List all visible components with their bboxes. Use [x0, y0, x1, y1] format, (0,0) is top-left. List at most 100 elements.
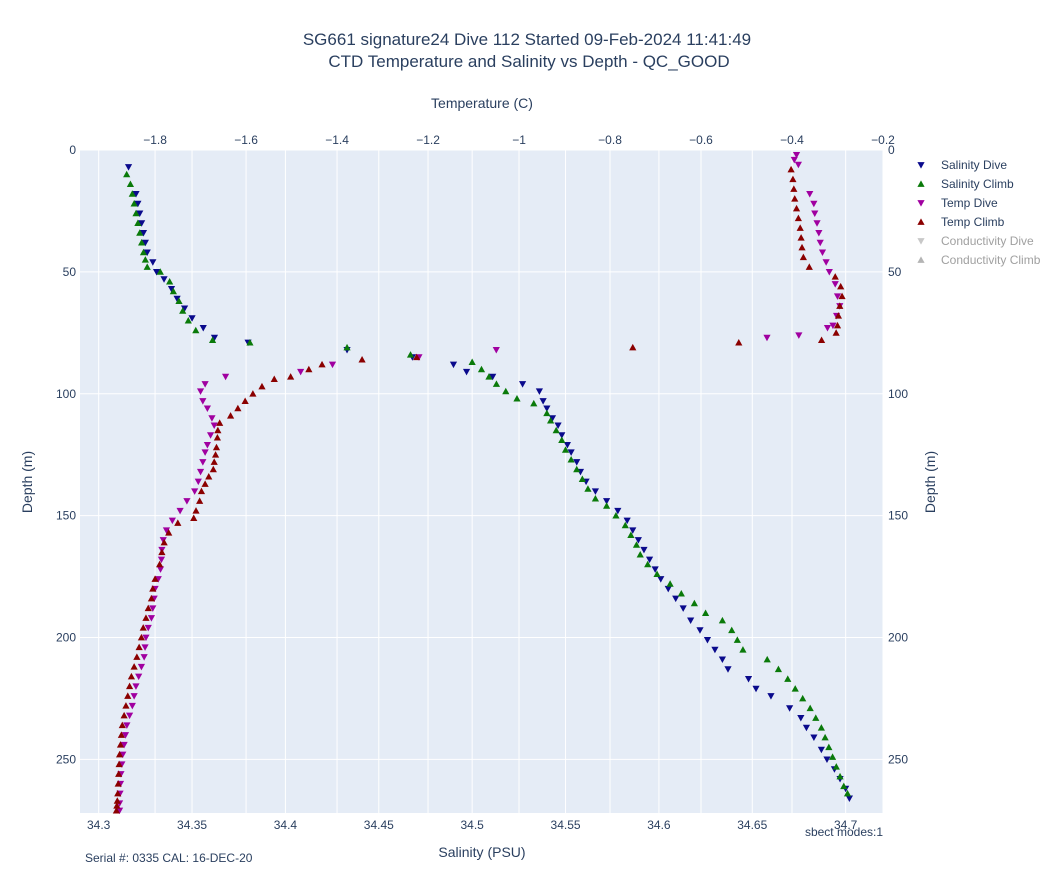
legend-item[interactable]: Salinity Climb — [917, 177, 1014, 191]
data-point — [149, 259, 157, 266]
data-point — [806, 704, 814, 712]
data-point — [492, 380, 501, 387]
data-point — [797, 234, 805, 241]
data-point — [791, 195, 799, 202]
data-point — [113, 797, 121, 804]
data-point — [636, 551, 644, 558]
legend-label: Conductivity Dive — [941, 234, 1034, 248]
data-point — [603, 502, 611, 509]
data-point — [201, 449, 209, 456]
data-point — [194, 478, 202, 486]
data-point — [790, 156, 798, 164]
legend-marker — [917, 200, 925, 207]
data-point — [113, 802, 121, 809]
data-point — [126, 180, 135, 188]
data-point — [799, 253, 807, 261]
data-point — [701, 609, 710, 617]
data-point — [241, 397, 249, 404]
legend-label: Temp Dive — [941, 196, 998, 210]
data-point — [130, 200, 138, 207]
data-point — [728, 626, 736, 634]
data-point — [802, 724, 811, 732]
y-tick-label: 150 — [56, 509, 76, 523]
data-point — [687, 617, 695, 625]
data-point — [133, 653, 141, 660]
data-point — [138, 220, 146, 227]
data-point — [135, 673, 143, 681]
data-point — [644, 560, 652, 568]
legend-item[interactable]: Temp Dive — [917, 196, 998, 210]
data-point — [832, 329, 840, 336]
data-point — [134, 200, 142, 208]
data-point — [116, 741, 125, 748]
data-point — [806, 190, 814, 198]
data-point — [127, 672, 136, 680]
legend-item[interactable]: Conductivity Dive — [917, 234, 1034, 248]
data-point — [343, 343, 351, 351]
data-point — [629, 343, 637, 351]
data-point — [696, 627, 704, 634]
data-point — [158, 548, 166, 556]
data-point — [614, 507, 622, 515]
legend-item[interactable]: Conductivity Climb — [917, 253, 1041, 267]
data-point — [134, 219, 142, 227]
data-point — [234, 404, 242, 412]
legend-item[interactable]: Salinity Dive — [917, 158, 1007, 172]
x2-tick-label: −0.6 — [689, 133, 713, 147]
data-point — [168, 517, 176, 525]
data-point — [139, 248, 148, 256]
data-point — [318, 360, 326, 368]
data-point — [735, 338, 743, 346]
data-point — [657, 576, 665, 583]
legend-marker — [917, 180, 925, 187]
data-point — [210, 458, 218, 465]
data-point — [132, 683, 140, 690]
data-point — [794, 214, 802, 222]
data-point — [623, 517, 631, 525]
data-point — [449, 361, 458, 369]
data-point — [818, 249, 827, 256]
data-point — [143, 263, 151, 270]
data-point — [197, 487, 206, 495]
data-point — [836, 772, 844, 780]
data-point — [825, 268, 833, 276]
data-point — [828, 753, 837, 760]
legend-item[interactable]: Temp Climb — [917, 215, 1005, 229]
data-point — [679, 605, 687, 612]
data-point — [816, 239, 824, 247]
legend: Salinity Dive Salinity Climb Temp Dive Temp… — [917, 158, 1041, 267]
data-point — [832, 763, 840, 770]
data-point — [825, 743, 833, 751]
data-point — [160, 538, 168, 546]
data-point — [489, 373, 497, 381]
y-tick-label: 200 — [56, 631, 76, 645]
data-point — [810, 734, 818, 742]
data-point — [136, 229, 144, 236]
data-point — [135, 643, 143, 651]
data-point — [147, 594, 156, 602]
data-point — [845, 795, 853, 802]
data-point — [817, 724, 825, 731]
plot-area[interactable] — [80, 150, 883, 813]
y2-tick-label: 200 — [888, 631, 908, 645]
data-point — [834, 312, 843, 319]
data-point — [167, 286, 176, 293]
data-point — [258, 382, 266, 390]
y-tick-label: 250 — [56, 752, 76, 766]
series-temp-climb — [112, 165, 846, 814]
data-point — [117, 731, 126, 738]
data-point — [786, 705, 794, 712]
data-point — [125, 682, 134, 690]
data-point — [823, 325, 832, 332]
data-point — [821, 733, 829, 741]
data-point — [573, 459, 581, 466]
series-salinity-dive — [124, 164, 853, 802]
x-tick-label: 34.65 — [737, 818, 767, 832]
data-point — [156, 566, 165, 573]
y-tick-label: 0 — [69, 143, 76, 157]
data-point — [305, 365, 313, 373]
data-point — [159, 537, 167, 544]
data-point — [115, 750, 124, 758]
data-point — [137, 633, 146, 641]
